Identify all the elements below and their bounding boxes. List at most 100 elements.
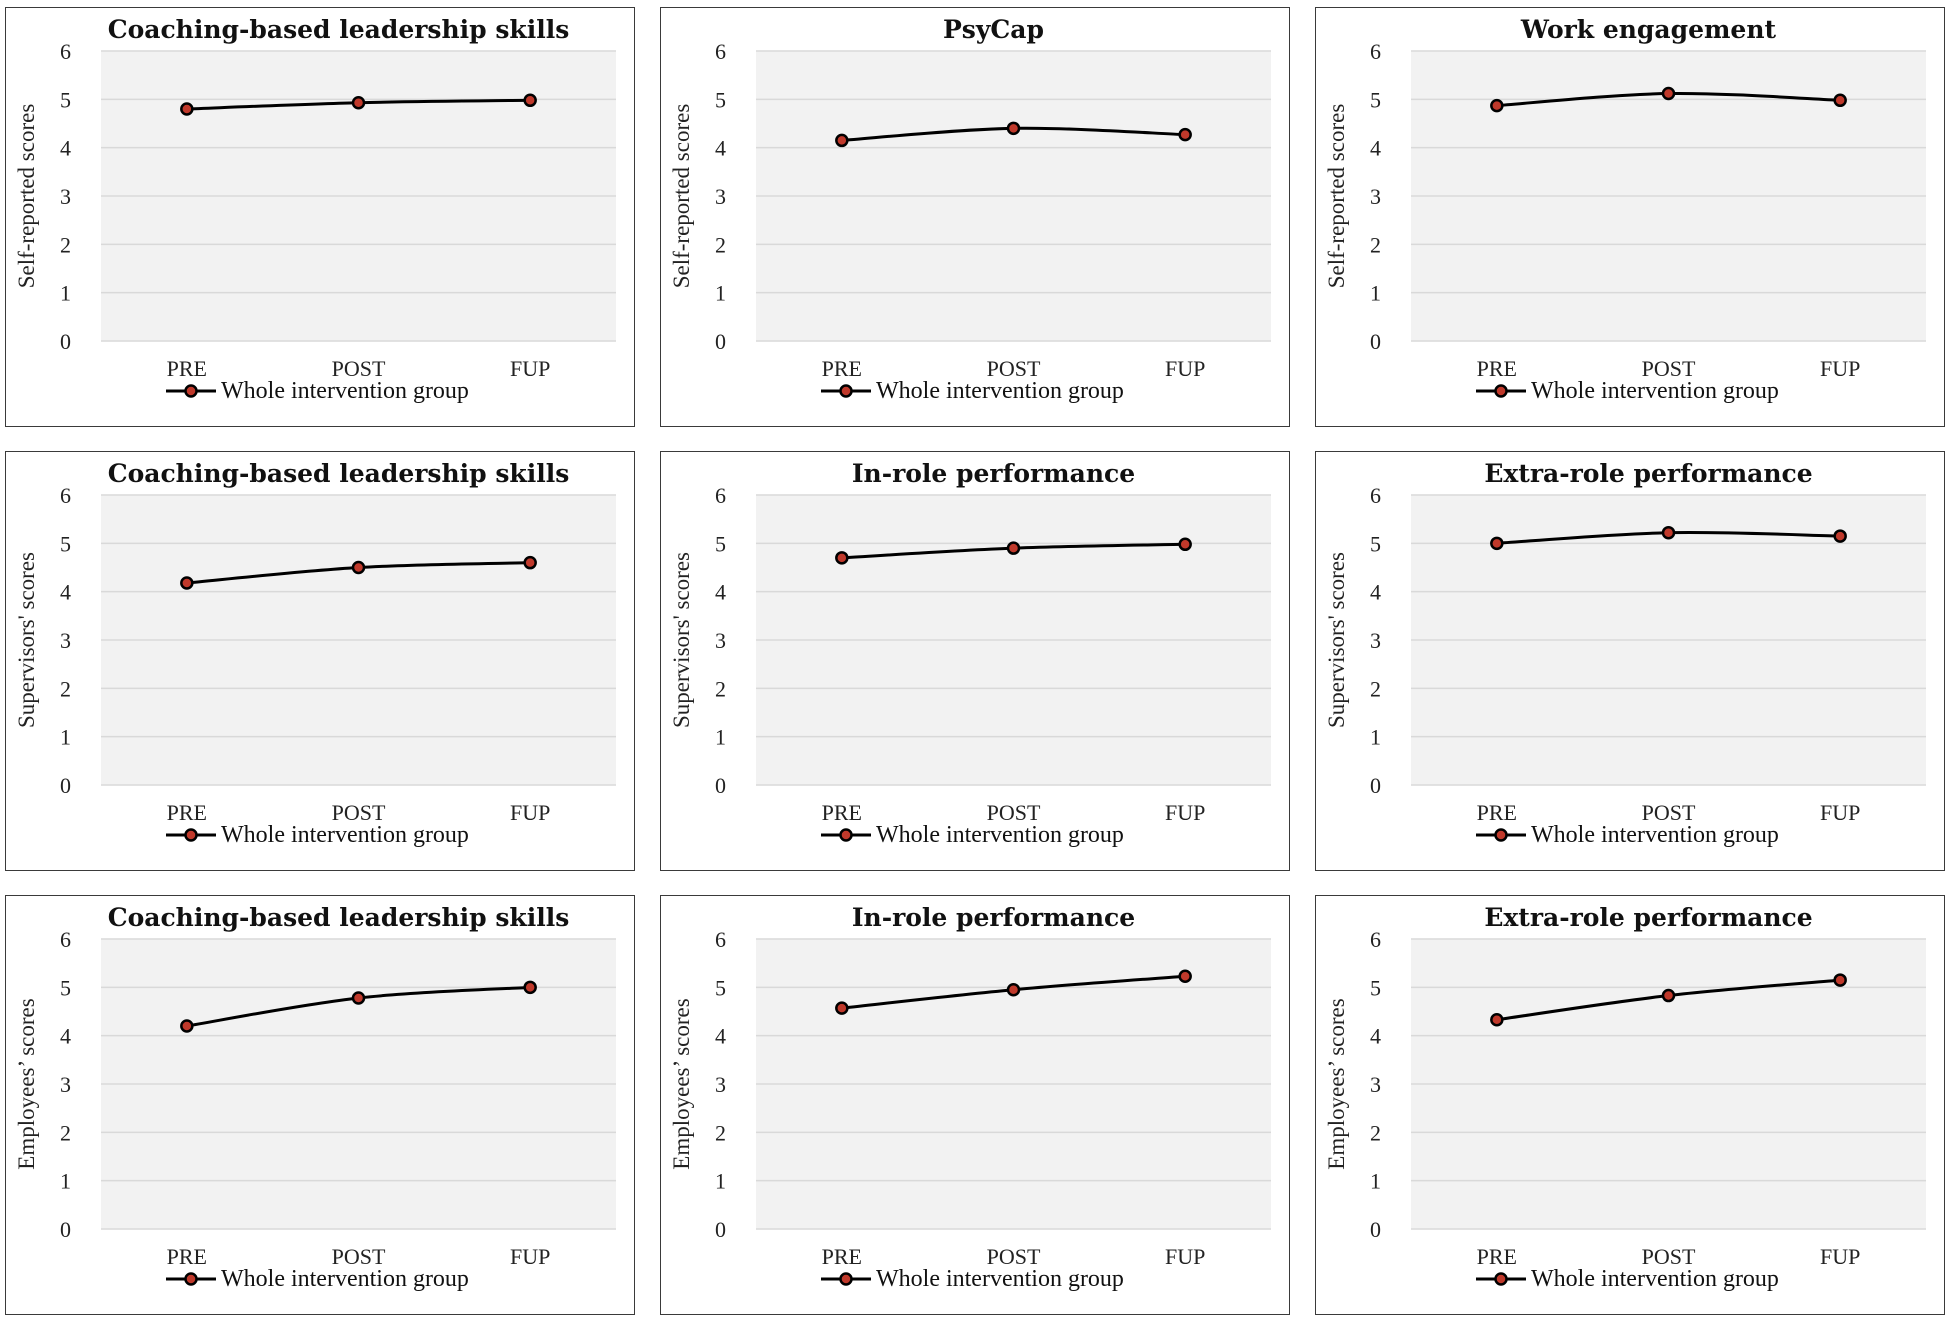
y-tick-label: 1: [1370, 1169, 1381, 1194]
data-point: [351, 560, 366, 575]
y-tick-label: 5: [1370, 975, 1381, 1000]
y-tick-label: 4: [60, 1024, 71, 1049]
legend-marker: [839, 1272, 853, 1286]
chart-title: Extra-role performance: [1484, 903, 1812, 932]
chart-svg-6: 0 1 2 3 4 5 6 PRE POST FUP Extra-role performance S…: [1324, 459, 1926, 848]
data-point: [1006, 983, 1021, 997]
y-tick-label: 5: [60, 531, 71, 556]
chart-title: In-role performance: [852, 459, 1135, 488]
x-tick-label: FUP: [1165, 356, 1205, 381]
y-tick-label: 2: [1370, 676, 1381, 701]
chart-panel-7: 0 1 2 3 4 5 6 PRE POST FUP Coaching-based leadersh…: [5, 895, 635, 1315]
x-tick-label: POST: [332, 800, 386, 825]
y-axis-label: Self-reported scores: [1324, 104, 1349, 289]
legend-marker: [184, 1272, 198, 1286]
y-tick-label: 3: [1370, 628, 1381, 653]
data-point: [1490, 536, 1504, 551]
chart-panel-3: 0 1 2 3 4 5 6 PRE POST FUP Work engagement Self-rep…: [1315, 7, 1945, 427]
x-tick-label: FUP: [510, 800, 550, 825]
legend-label: Whole intervention group: [876, 1266, 1124, 1292]
y-axis-label: Supervisors' scores: [1324, 552, 1349, 728]
y-tick-label: 6: [60, 483, 71, 508]
x-tick-label: FUP: [510, 356, 550, 381]
y-tick-label: 3: [60, 628, 71, 653]
chart-panel-1: 0 1 2 3 4 5 6 PRE POST FUP Coaching-based leadersh…: [5, 7, 635, 427]
data-point: [1006, 541, 1021, 555]
legend-marker: [184, 384, 198, 398]
data-point: [1490, 1012, 1504, 1027]
y-tick-label: 5: [1370, 87, 1381, 112]
y-axis-label: Supervisors' scores: [669, 552, 694, 728]
y-tick-label: 5: [715, 87, 726, 112]
data-point: [835, 551, 849, 565]
x-tick-label: FUP: [1820, 356, 1860, 381]
chart-svg-9: 0 1 2 3 4 5 6 PRE POST FUP Extra-role performance E…: [1324, 903, 1926, 1292]
y-tick-label: 0: [715, 1217, 726, 1242]
y-tick-label: 2: [715, 676, 726, 701]
y-tick-label: 2: [715, 1120, 726, 1145]
legend-label: Whole intervention group: [1531, 378, 1779, 404]
data-point: [1006, 121, 1021, 136]
y-tick-label: 5: [715, 531, 726, 556]
legend-marker: [1494, 1272, 1508, 1286]
y-tick-label: 0: [60, 329, 71, 354]
data-point: [1490, 98, 1504, 113]
y-tick-label: 1: [60, 281, 71, 306]
y-tick-label: 6: [1370, 927, 1381, 952]
y-tick-label: 6: [60, 39, 71, 64]
x-tick-label: PRE: [167, 356, 207, 381]
x-tick-label: FUP: [1165, 1244, 1205, 1269]
data-point: [1178, 127, 1192, 142]
y-tick-label: 3: [1370, 184, 1381, 209]
x-tick-label: FUP: [1165, 800, 1205, 825]
x-tick-label: PRE: [1477, 800, 1517, 825]
y-tick-label: 6: [715, 927, 726, 952]
y-tick-label: 2: [715, 232, 726, 257]
y-tick-label: 4: [715, 580, 726, 605]
y-tick-label: 6: [1370, 483, 1381, 508]
legend-label: Whole intervention group: [876, 378, 1124, 404]
x-tick-label: POST: [987, 800, 1041, 825]
y-axis-label: Self-reported scores: [14, 104, 39, 289]
y-tick-label: 0: [1370, 329, 1381, 354]
y-tick-label: 1: [1370, 725, 1381, 750]
x-tick-label: POST: [1642, 356, 1696, 381]
x-tick-label: PRE: [1477, 356, 1517, 381]
y-tick-label: 5: [1370, 531, 1381, 556]
y-tick-label: 4: [1370, 136, 1381, 161]
x-tick-label: FUP: [510, 1244, 550, 1269]
y-tick-label: 3: [715, 1072, 726, 1097]
data-point: [180, 576, 194, 590]
x-tick-label: POST: [1642, 800, 1696, 825]
y-tick-label: 0: [60, 1217, 71, 1242]
y-tick-label: 1: [715, 725, 726, 750]
chart-panel-2: 0 1 2 3 4 5 6 PRE POST FUP PsyCap Self-reported sco…: [660, 7, 1290, 427]
chart-title: Coaching-based leadership skills: [108, 903, 570, 932]
data-point: [523, 93, 537, 108]
data-point: [1178, 969, 1192, 983]
y-tick-label: 2: [1370, 232, 1381, 257]
data-point: [1833, 529, 1847, 543]
data-point: [180, 1019, 194, 1033]
y-tick-label: 5: [715, 975, 726, 1000]
x-tick-label: PRE: [167, 800, 207, 825]
chart-title: Work engagement: [1520, 15, 1777, 44]
data-point: [1661, 988, 1676, 1003]
y-axis-label: Employees’ scores: [1324, 998, 1349, 1169]
chart-title: Extra-role performance: [1484, 459, 1812, 488]
y-tick-label: 1: [60, 1169, 71, 1194]
data-point: [523, 980, 537, 995]
data-point: [523, 555, 537, 570]
chart-panel-8: 0 1 2 3 4 5 6 PRE POST FUP In-role performance Empl…: [660, 895, 1290, 1315]
y-axis-label: Supervisors' scores: [14, 552, 39, 728]
x-tick-label: FUP: [1820, 800, 1860, 825]
data-point: [180, 102, 194, 116]
y-tick-label: 4: [715, 136, 726, 161]
y-tick-label: 4: [60, 136, 71, 161]
y-tick-label: 0: [1370, 773, 1381, 798]
chart-panel-6: 0 1 2 3 4 5 6 PRE POST FUP Extra-role performance S…: [1315, 451, 1945, 871]
chart-panel-5: 0 1 2 3 4 5 6 PRE POST FUP In-role performance Supe…: [660, 451, 1290, 871]
data-point: [835, 1001, 849, 1015]
y-tick-label: 3: [60, 1072, 71, 1097]
x-tick-label: PRE: [822, 356, 862, 381]
